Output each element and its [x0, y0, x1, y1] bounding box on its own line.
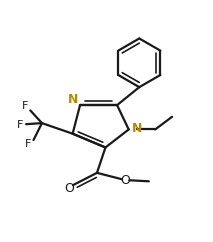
Text: N: N — [132, 122, 142, 135]
Text: F: F — [22, 101, 28, 111]
Text: F: F — [17, 120, 23, 130]
Text: N: N — [68, 93, 78, 106]
Text: O: O — [121, 174, 131, 187]
Text: O: O — [65, 182, 74, 195]
Text: F: F — [25, 139, 31, 149]
